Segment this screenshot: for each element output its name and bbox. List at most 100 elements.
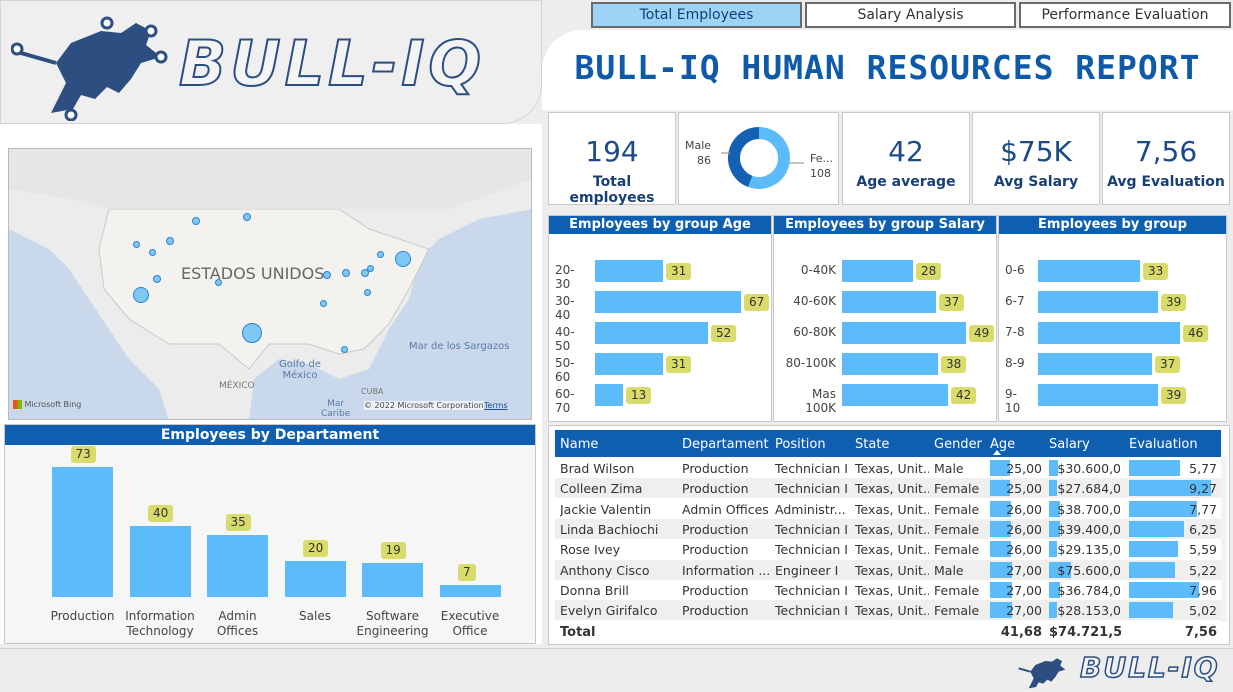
cell-dept: Production bbox=[682, 542, 749, 558]
table-row[interactable]: Jackie Valentin Admin Offices Administr...… bbox=[555, 499, 1221, 519]
total-evaluation: 7,56 bbox=[1184, 625, 1217, 640]
map-bubble[interactable] bbox=[341, 346, 348, 353]
map-bubble[interactable] bbox=[320, 300, 327, 307]
map-bubble[interactable] bbox=[243, 213, 251, 221]
salary-chart-title: Employees by group Salary bbox=[774, 216, 996, 234]
bar[interactable] bbox=[362, 563, 423, 597]
bing-label: Microsoft Bing bbox=[24, 400, 82, 409]
table-row[interactable]: Rose Ivey Production Technician I Texas, Un… bbox=[555, 539, 1221, 559]
bar[interactable] bbox=[595, 291, 741, 313]
table-row[interactable]: Anthony Cisco Information ... Engineer I Te… bbox=[555, 559, 1221, 580]
map-bubble[interactable] bbox=[192, 217, 200, 225]
cell-salary: $75.600,0 bbox=[1057, 562, 1121, 578]
category-label: 7-8 bbox=[1005, 325, 1025, 339]
evaluation-bar bbox=[1129, 500, 1197, 517]
category-label: 20-30 bbox=[555, 263, 575, 291]
map-bubble[interactable] bbox=[242, 323, 262, 343]
table-row[interactable]: Colleen Zima Production Technician I Texas,… bbox=[555, 478, 1221, 499]
cell-pos: Engineer I bbox=[775, 562, 839, 578]
cell-state: Texas, Unit... bbox=[855, 582, 929, 598]
bar[interactable] bbox=[842, 291, 936, 313]
category-label: 80-100K bbox=[785, 356, 836, 370]
bar[interactable] bbox=[1038, 260, 1140, 282]
bar[interactable] bbox=[284, 561, 346, 597]
employee-map[interactable]: ESTADOS UNIDOS Golfo de México MÉXICO Ma… bbox=[8, 148, 532, 420]
cell-gender: Female bbox=[934, 603, 980, 619]
cell-salary: $30.600,0 bbox=[1057, 461, 1121, 476]
tab-salary-analysis[interactable]: Salary Analysis bbox=[805, 2, 1016, 28]
table-row[interactable]: Brad Wilson Production Technician I Texas, … bbox=[555, 458, 1221, 478]
tab-performance-evaluation[interactable]: Performance Evaluation bbox=[1019, 2, 1231, 28]
kpi-avg-salary: $75K Avg Salary bbox=[972, 112, 1100, 205]
bar[interactable] bbox=[842, 353, 938, 375]
bar[interactable] bbox=[595, 260, 663, 282]
map-bubble[interactable] bbox=[395, 251, 411, 267]
male-slice[interactable] bbox=[728, 127, 760, 188]
map-bubble[interactable] bbox=[166, 237, 174, 245]
map-land bbox=[9, 149, 531, 419]
cell-eval: 5,77 bbox=[1189, 461, 1217, 476]
map-bubble[interactable] bbox=[367, 265, 374, 272]
bar[interactable] bbox=[52, 467, 113, 597]
map-bubble[interactable] bbox=[153, 275, 161, 283]
bar[interactable] bbox=[595, 384, 623, 406]
table-scrollbar[interactable] bbox=[1221, 457, 1227, 622]
map-bubble[interactable] bbox=[323, 271, 331, 279]
map-bubble[interactable] bbox=[361, 269, 369, 277]
map-terms-link[interactable]: Terms bbox=[484, 401, 508, 410]
table-row[interactable]: Linda Bachiochi Production Technician I Tex… bbox=[555, 518, 1221, 539]
map-bubble[interactable] bbox=[377, 251, 384, 258]
map-bubble[interactable] bbox=[133, 241, 140, 248]
cell-age: 27,00 bbox=[1006, 603, 1042, 619]
bar[interactable] bbox=[129, 526, 191, 597]
cell-dept: Production bbox=[682, 521, 749, 537]
header-evaluation[interactable]: Evaluation bbox=[1129, 437, 1198, 452]
table-row[interactable]: Donna Brill Production Technician I Texas, … bbox=[555, 580, 1221, 600]
evaluation-bar bbox=[1129, 460, 1180, 476]
salary-bar bbox=[1049, 581, 1060, 598]
salary-bar bbox=[1049, 460, 1058, 476]
cell-dept: Information ... bbox=[682, 562, 770, 578]
bar[interactable] bbox=[842, 260, 913, 282]
header-gender[interactable]: Gender bbox=[934, 437, 982, 452]
header-position[interactable]: Position bbox=[775, 437, 826, 452]
header-age[interactable]: Age bbox=[990, 437, 1016, 452]
cell-dept: Production bbox=[682, 582, 749, 598]
salary-bar bbox=[1049, 541, 1057, 558]
footer: BULL-IQ bbox=[0, 648, 1233, 692]
header-salary[interactable]: Salary bbox=[1049, 437, 1090, 452]
header-departament[interactable]: Departament bbox=[682, 437, 769, 452]
map-bubble[interactable] bbox=[149, 249, 156, 256]
bar[interactable] bbox=[595, 322, 708, 344]
category-label: 50-60 bbox=[555, 356, 575, 384]
bar[interactable] bbox=[842, 322, 966, 344]
cell-pos: Technician I bbox=[775, 481, 848, 497]
bar[interactable] bbox=[595, 353, 663, 375]
cell-state: Texas, Unit... bbox=[855, 542, 929, 558]
bar[interactable] bbox=[1038, 291, 1158, 313]
map-bubble[interactable] bbox=[133, 287, 149, 303]
header-state[interactable]: State bbox=[855, 437, 890, 452]
cell-age: 26,00 bbox=[1006, 521, 1042, 537]
header-name[interactable]: Name bbox=[560, 437, 599, 452]
table-total-row: Total 41,68 $74.721,5 7,56 bbox=[555, 622, 1221, 642]
cell-name: Rose Ivey bbox=[560, 542, 621, 558]
bar[interactable] bbox=[842, 384, 948, 406]
cell-name: Anthony Cisco bbox=[560, 562, 650, 578]
map-bubble[interactable] bbox=[215, 279, 222, 286]
bar[interactable] bbox=[207, 535, 268, 597]
table-row[interactable]: Evelyn Girifalco Production Technician I Te… bbox=[555, 600, 1221, 621]
employee-table: Name Departament Position State Gender A… bbox=[548, 425, 1230, 645]
female-label: Fe... bbox=[810, 152, 833, 165]
bar[interactable] bbox=[1038, 322, 1180, 344]
tab-total-employees[interactable]: Total Employees bbox=[591, 2, 802, 28]
map-bubble[interactable] bbox=[342, 269, 350, 277]
bar[interactable] bbox=[1038, 384, 1158, 406]
cell-age: 27,00 bbox=[1006, 582, 1042, 598]
bar[interactable] bbox=[1038, 353, 1152, 375]
cell-gender: Male bbox=[934, 562, 964, 578]
map-bubble[interactable] bbox=[364, 289, 371, 296]
cell-pos: Technician I bbox=[775, 521, 848, 537]
bar[interactable] bbox=[439, 585, 501, 597]
female-slice[interactable] bbox=[748, 127, 790, 189]
